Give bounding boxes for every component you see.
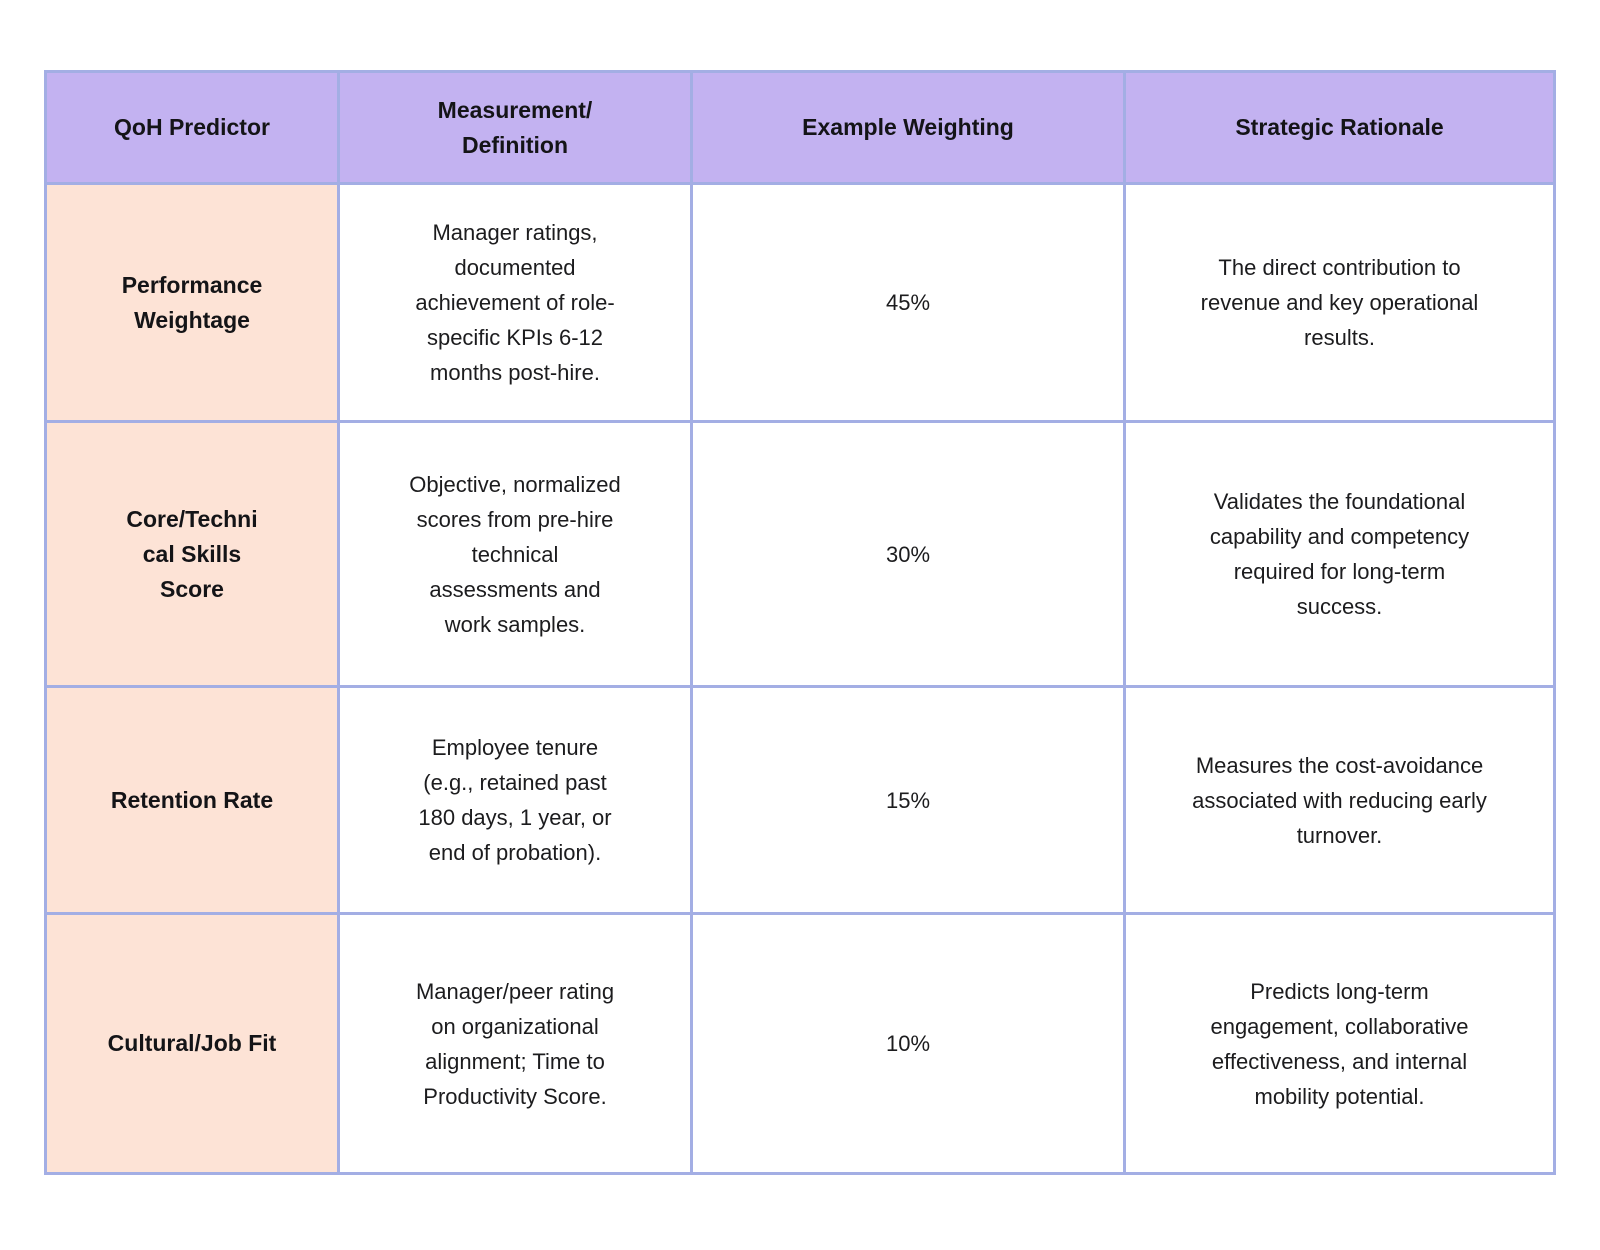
table-row: Retention Rate Employee tenure (e.g., re… [44, 685, 1556, 915]
predictor-cell: Retention Rate [44, 685, 340, 915]
rationale-cell: Validates the foundational capability an… [1123, 420, 1556, 688]
definition-cell: Manager/peer rating on organizational al… [337, 912, 693, 1175]
definition-cell: Objective, normalized scores from pre-hi… [337, 420, 693, 688]
rationale-cell: Predicts long-term engagement, collabora… [1123, 912, 1556, 1175]
qoh-predictor-table-container: QoH Predictor Measurement/ Definition Ex… [44, 70, 1556, 1175]
definition-cell: Employee tenure (e.g., retained past 180… [337, 685, 693, 915]
header-cell-example-weighting: Example Weighting [690, 70, 1126, 185]
rationale-cell: The direct contribution to revenue and k… [1123, 182, 1556, 423]
weighting-cell: 45% [690, 182, 1126, 423]
definition-cell: Manager ratings, documented achievement … [337, 182, 693, 423]
weighting-cell: 30% [690, 420, 1126, 688]
header-cell-qoh-predictor: QoH Predictor [44, 70, 340, 185]
table-row: Cultural/Job Fit Manager/peer rating on … [44, 912, 1556, 1175]
predictor-cell: Core/Techni cal Skills Score [44, 420, 340, 688]
table-header-row: QoH Predictor Measurement/ Definition Ex… [44, 70, 1556, 185]
header-cell-measurement-definition: Measurement/ Definition [337, 70, 693, 185]
predictor-cell: Cultural/Job Fit [44, 912, 340, 1175]
predictor-cell: Performance Weightage [44, 182, 340, 423]
weighting-cell: 15% [690, 685, 1126, 915]
qoh-predictor-table: QoH Predictor Measurement/ Definition Ex… [44, 70, 1556, 1175]
table-row: Core/Techni cal Skills Score Objective, … [44, 420, 1556, 688]
weighting-cell: 10% [690, 912, 1126, 1175]
rationale-cell: Measures the cost-avoidance associated w… [1123, 685, 1556, 915]
header-cell-strategic-rationale: Strategic Rationale [1123, 70, 1556, 185]
table-row: Performance Weightage Manager ratings, d… [44, 182, 1556, 423]
